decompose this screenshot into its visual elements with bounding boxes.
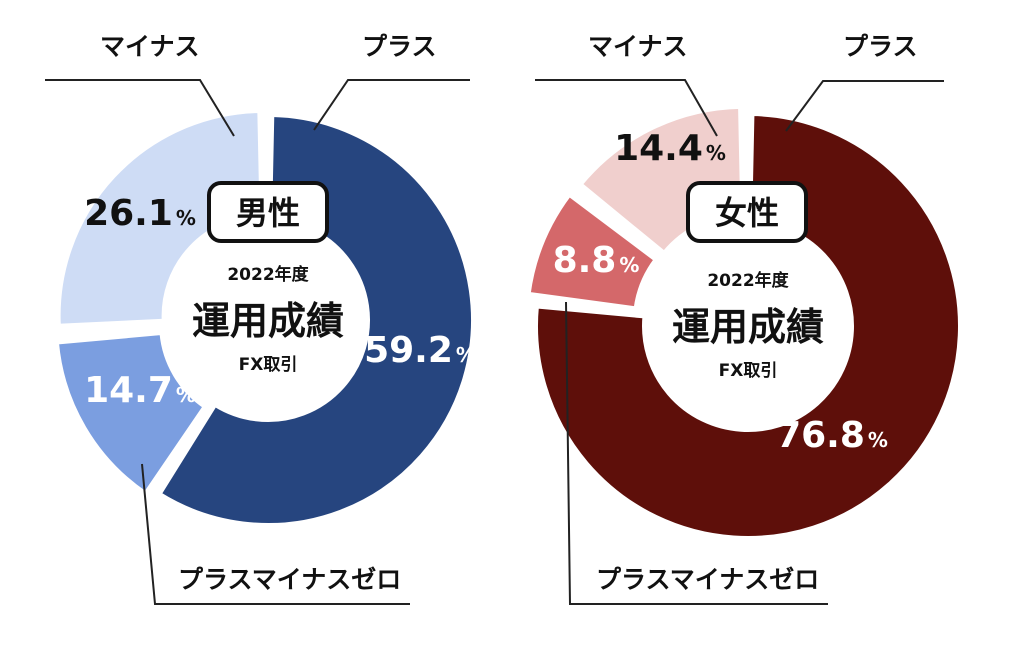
slice-plus	[534, 111, 962, 540]
gender-badge-label: 女性	[715, 194, 779, 232]
center-subtitle: FX取引	[719, 361, 778, 381]
center-year: 2022年度	[227, 264, 309, 285]
center-title: 運用成績	[192, 299, 344, 343]
percent-label-zero: 8.8%	[553, 240, 640, 281]
female-donut-chart: 76.8 %8.8 %14.4 %2022年度運用成績FX取引女性プラスプラスマイナス…	[526, 32, 962, 605]
percent-value: 26.1	[84, 193, 173, 234]
percent-value: 8.8	[553, 240, 617, 281]
gender-badge	[686, 181, 808, 243]
center-title: 運用成績	[672, 305, 824, 349]
leader-line-minus	[45, 79, 235, 137]
slice-zero	[54, 330, 208, 497]
leader-line-plus	[785, 80, 944, 132]
category-label-plus: プラス	[362, 32, 437, 61]
percent-value: 14.7	[84, 370, 173, 411]
gender-badge-label: 男性	[236, 194, 300, 232]
percent-value: 14.4	[614, 128, 703, 169]
category-label-zero: プラスマイナスゼロ	[178, 565, 401, 594]
gender-badge	[207, 181, 329, 243]
percent-label-minus: 26.1%	[84, 193, 196, 234]
percent-value: 76.8	[776, 415, 865, 456]
slice-zero	[526, 191, 659, 311]
slice-plus	[156, 112, 475, 527]
percent-sign: %	[176, 206, 196, 230]
leader-line-zero	[141, 463, 410, 605]
leader-line-plus	[313, 79, 470, 131]
center-subtitle: FX取引	[239, 355, 298, 375]
percent-label-plus: 59.2%	[364, 330, 476, 371]
center-year: 2022年度	[707, 270, 789, 291]
leader-line-zero	[565, 301, 828, 605]
percent-label-minus: 14.4%	[614, 128, 726, 169]
percent-label-zero: 14.7%	[84, 370, 196, 411]
slice-minus	[56, 108, 264, 328]
leader-line-minus	[535, 79, 718, 137]
male-donut-chart: 59.2 %14.7 %26.1 %2022年度運用成績FX取引男性プラスプラスマイナ…	[45, 32, 476, 605]
category-label-minus: マイナス	[100, 32, 200, 61]
percent-sign: %	[619, 253, 639, 277]
percent-label-plus: 76.8%	[776, 415, 888, 456]
percent-sign: %	[706, 141, 726, 165]
percent-sign: %	[176, 383, 196, 407]
percent-sign: %	[868, 428, 888, 452]
category-label-zero: プラスマイナスゼロ	[596, 565, 819, 594]
category-label-plus: プラス	[843, 32, 918, 61]
percent-sign: %	[456, 343, 476, 367]
category-label-minus: マイナス	[588, 32, 688, 61]
percent-value: 59.2	[364, 330, 453, 371]
